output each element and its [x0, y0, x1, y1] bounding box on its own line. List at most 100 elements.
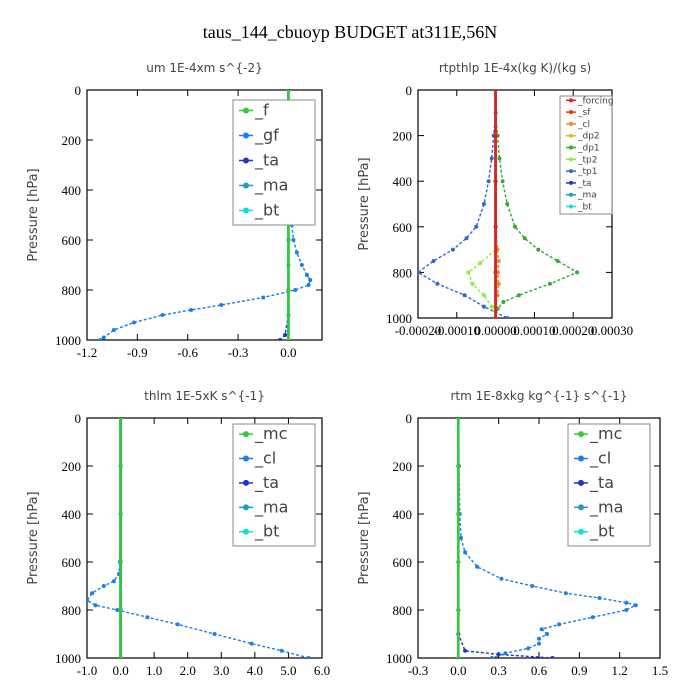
- data-point: [481, 202, 486, 206]
- data-point: [450, 247, 455, 252]
- chart-panel-3: thlm 1E-5xK s^{-1} Pressure [hPa] 0 200 400 6…: [26, 389, 330, 678]
- data-point: [590, 615, 595, 620]
- chart-panel-2: rtpthlp 1E-4x(kg K)/(kg s) Pressure [hPa]…: [357, 61, 633, 338]
- data-point: [456, 512, 461, 516]
- data-point: [575, 270, 580, 275]
- chart-title: rtpthlp 1E-4x(kg K)/(kg s): [439, 61, 591, 75]
- data-point: [624, 608, 629, 612]
- data-point: [278, 338, 283, 340]
- legend: _forcing _sf _cl _dp2 _dp1_tp2 _tp1 _ta _ma _bt: [559, 95, 614, 215]
- data-point: [118, 560, 123, 564]
- data-point: [418, 270, 420, 275]
- data-point: [456, 656, 461, 658]
- data-point: [536, 247, 541, 252]
- data-point: [464, 236, 469, 241]
- data-point: [489, 656, 494, 658]
- legend-label: _f: [254, 101, 269, 121]
- y-tick-label: 800: [393, 265, 413, 280]
- legend-label: _mc: [254, 424, 287, 444]
- plot-frame: [86, 89, 323, 341]
- data-point: [175, 622, 180, 627]
- data-point: [489, 304, 494, 309]
- x-tick-label: 1.2: [612, 663, 628, 678]
- series-line: [467, 90, 497, 318]
- data-point: [219, 303, 224, 307]
- legend-marker: [569, 180, 573, 185]
- x-tick-label: 0.00000: [474, 323, 516, 338]
- y-tick-label: 0: [406, 83, 413, 98]
- data-point: [93, 603, 98, 608]
- x-tick-label: 0.0: [450, 663, 466, 678]
- data-point: [115, 608, 120, 612]
- legend-label: _dp1: [577, 144, 600, 154]
- data-point: [513, 224, 517, 229]
- data-point: [555, 259, 560, 263]
- data-point: [522, 236, 527, 241]
- legend-label: _cl: [254, 449, 276, 469]
- data-point: [118, 464, 123, 468]
- x-tick-label: -0.6: [177, 345, 198, 360]
- data-point: [456, 560, 461, 564]
- data-point: [291, 238, 296, 242]
- y-tick-label: 400: [62, 183, 82, 198]
- x-tick-label: 0.9: [571, 663, 587, 678]
- data-point: [431, 259, 436, 263]
- legend-marker: [243, 455, 249, 462]
- data-point: [501, 300, 506, 305]
- data-point: [597, 596, 602, 600]
- series-line: [494, 90, 579, 318]
- y-tick-label: 600: [62, 555, 82, 570]
- data-point: [505, 316, 510, 318]
- data-point: [459, 536, 464, 540]
- data-point: [493, 316, 498, 318]
- legend-label: _bt: [254, 522, 279, 542]
- y-tick-label: 400: [393, 507, 413, 522]
- data-point: [286, 263, 291, 267]
- y-tick-label: 1000: [55, 651, 81, 666]
- x-tick-label: -1.0: [77, 663, 98, 678]
- data-point: [306, 656, 311, 658]
- legend-marker: [569, 110, 573, 115]
- x-tick-label: 4.0: [247, 663, 263, 678]
- data-point: [463, 648, 468, 653]
- chart-panel-1: um 1E-4xm s^{-2} Pressure [hPa] 0 200 400 600…: [26, 61, 323, 360]
- data-point: [463, 550, 468, 555]
- data-point: [466, 270, 471, 275]
- data-point: [87, 598, 89, 603]
- x-tick-label: 5.0: [280, 663, 296, 678]
- data-point: [496, 259, 501, 263]
- x-tick-label: 6.0: [314, 663, 330, 678]
- x-tick-label: 2.0: [180, 663, 196, 678]
- y-tick-label: 600: [62, 233, 82, 248]
- x-tick-label: -0.9: [127, 345, 148, 360]
- legend: _f _gf _ta _ma _bt: [232, 99, 316, 226]
- y-tick-label: 600: [393, 220, 413, 235]
- y-tick-label: 0: [75, 83, 82, 98]
- y-tick-label: 800: [62, 283, 82, 298]
- legend-marker: [243, 132, 249, 139]
- data-point: [563, 591, 568, 596]
- legend-label: _cl: [577, 120, 590, 130]
- data-point: [456, 464, 461, 468]
- data-point: [286, 338, 291, 340]
- legend-marker: [243, 107, 249, 114]
- data-point: [547, 281, 552, 286]
- x-tick-label: -1.2: [77, 345, 98, 360]
- x-tick-label: 0.3: [491, 663, 507, 678]
- legend-marker: [569, 192, 573, 197]
- data-point: [111, 579, 116, 584]
- x-tick-label: 0.0: [280, 345, 296, 360]
- page-title: taus_144_cbuoyp BUDGET at311E,56N: [202, 22, 498, 42]
- data-point: [493, 133, 498, 138]
- data-point: [478, 261, 483, 266]
- x-tick-label: 0.6: [531, 663, 548, 678]
- legend-marker: [243, 504, 249, 511]
- chart-panel-4: rtm 1E-8xkg kg^{-1} s^{-1} Pressure [hPa]…: [357, 389, 668, 678]
- x-tick-label: -0.00020: [395, 323, 442, 338]
- legend-label: _dp2: [577, 132, 600, 142]
- data-point: [633, 603, 638, 608]
- data-point: [306, 283, 311, 287]
- legend-marker: [569, 204, 573, 209]
- x-tick-label: 3.0: [213, 663, 229, 678]
